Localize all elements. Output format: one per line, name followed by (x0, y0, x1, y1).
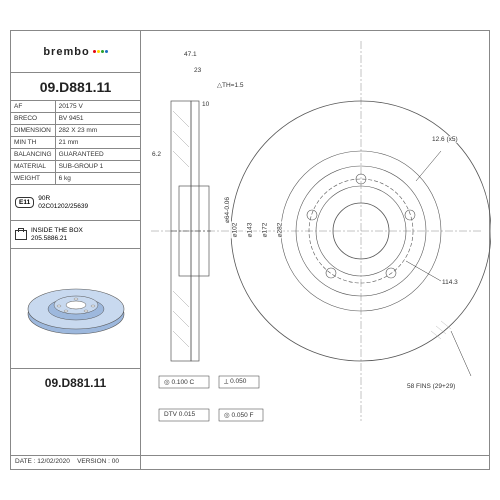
cert-line2: 02C01202/25639 (38, 203, 88, 211)
spec-row: WEIGHT6 kg (11, 173, 140, 185)
dim-vent: ⌀172 (260, 222, 268, 239)
spec-label: MATERIAL (11, 161, 55, 173)
spec-row: BALANCINGGUARANTEED (11, 149, 140, 161)
dim-bolt: 12.6 (x5) (431, 136, 459, 143)
part-number: 09.D881.11 (40, 79, 112, 95)
spec-row: MIN TH21 mm (11, 137, 140, 149)
gdt2: ⟂ 0.050 (223, 378, 247, 386)
sidebar: brembo 09.D881.11 AF20175 VBRECOBV 9451D… (11, 31, 141, 469)
spec-label: WEIGHT (11, 173, 55, 185)
spec-value: 21 mm (55, 137, 140, 149)
disc-isometric (21, 259, 131, 359)
logo-box: brembo (11, 31, 140, 73)
spec-row: BRECOBV 9451 (11, 113, 140, 125)
spec-label: MIN TH (11, 137, 55, 149)
technical-drawing: 47.1 23 △TH=1.5 10 6.2 12.6 (x5) 114.3 ⌀… (141, 31, 489, 455)
flat: ◎ 0.050 F (223, 411, 255, 419)
certification-box: E11 90R 02C01202/25639 (11, 185, 140, 221)
dim-pilot: ⌀102 (230, 222, 238, 239)
dim-hatd: ⌀143 (245, 222, 253, 239)
cert-line1: 90R (38, 195, 88, 203)
inside-code: 205.5886.21 (31, 235, 83, 243)
e-mark: E11 (15, 197, 34, 208)
fins: 58 FINS (29+29) (406, 383, 456, 390)
date-label: DATE : (15, 458, 35, 465)
dim-th-tol: △TH=1.5 (216, 81, 245, 89)
dim-outer: ⌀282 (275, 222, 283, 239)
spec-value: 282 X 23 mm (55, 125, 140, 137)
spec-table: AF20175 VBRECOBV 9451DIMENSION282 X 23 m… (11, 101, 140, 185)
cert-codes: 90R 02C01202/25639 (38, 195, 88, 211)
spec-value: 20175 V (55, 101, 140, 113)
inside-the-box: INSIDE THE BOX 205.5886.21 (11, 221, 140, 249)
part-number-footer: 09.D881.11 (11, 369, 140, 397)
spec-value: BV 9451 (55, 113, 140, 125)
footer-bar: DATE : 12/02/2020 VERSION : 00 (11, 455, 489, 469)
spec-value: 6 kg (55, 173, 140, 185)
spec-value: SUB-GROUP 1 (55, 161, 140, 173)
part-number-box: 09.D881.11 (11, 73, 140, 101)
dim-offset: 10 (201, 101, 210, 108)
spec-label: BALANCING (11, 149, 55, 161)
version-value: 00 (112, 458, 119, 465)
drawing-svg (141, 31, 491, 457)
dim-pcd: 114.3 (441, 279, 459, 286)
brand-text: brembo (43, 46, 89, 58)
spec-row: DIMENSION282 X 23 mm (11, 125, 140, 137)
drawing-sheet: brembo 09.D881.11 AF20175 VBRECOBV 9451D… (10, 30, 490, 470)
spec-label: AF (11, 101, 55, 113)
spec-row: MATERIALSUB-GROUP 1 (11, 161, 140, 173)
date-value: 12/02/2020 (37, 458, 70, 465)
inside-title: INSIDE THE BOX (31, 227, 83, 235)
dim-hat: 6.2 (151, 151, 162, 158)
dim-hub: ⌀64-0.06 (223, 196, 231, 224)
spec-value: GUARANTEED (55, 149, 140, 161)
dim-th: 23 (193, 67, 202, 74)
dtv: DTV 0.015 (163, 411, 196, 418)
isometric-view-box (11, 249, 140, 369)
gdt1: ◎ 0.100 C (163, 378, 195, 386)
dim-width: 47.1 (183, 51, 198, 58)
spec-label: BRECO (11, 113, 55, 125)
spec-label: DIMENSION (11, 125, 55, 137)
logo-dots (93, 50, 108, 53)
box-icon (15, 230, 27, 240)
spec-row: AF20175 V (11, 101, 140, 113)
version-label: VERSION : (77, 458, 110, 465)
